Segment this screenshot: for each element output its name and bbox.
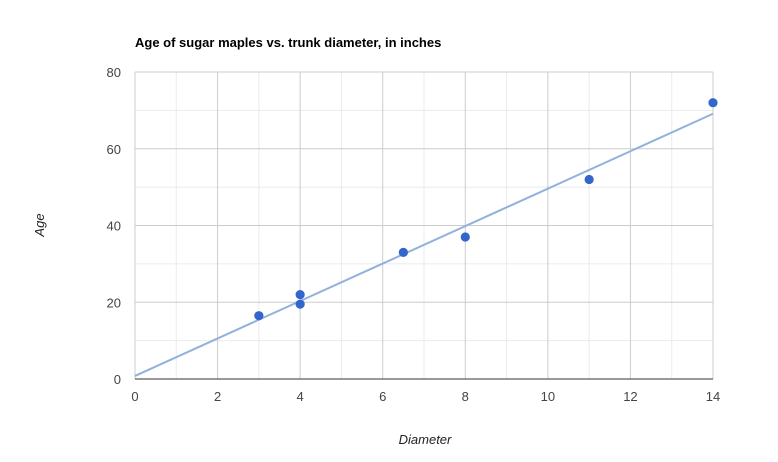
x-tick-label: 10 <box>541 389 555 404</box>
data-point <box>584 174 594 185</box>
y-tick-label: 80 <box>107 65 121 80</box>
data-point <box>295 289 305 300</box>
y-tick-label: 0 <box>114 372 121 387</box>
x-tick-label: 2 <box>214 389 221 404</box>
x-tick-label: 6 <box>379 389 386 404</box>
data-points <box>254 98 718 321</box>
x-tick-label: 14 <box>706 389 720 404</box>
y-tick-label: 40 <box>107 219 121 234</box>
x-tick-label: 8 <box>462 389 469 404</box>
data-point <box>460 232 470 242</box>
x-tick-label: 0 <box>131 389 138 404</box>
data-point <box>708 98 718 108</box>
data-point <box>398 247 408 257</box>
y-axis-label: Age <box>32 213 47 237</box>
gridlines <box>134 71 714 380</box>
trendline-group <box>134 112 714 377</box>
trendline <box>134 112 714 377</box>
x-axis-ticks: 0 2 4 6 8 10 12 14 <box>131 389 720 404</box>
data-point <box>295 299 305 309</box>
y-axis-ticks: 0 20 40 60 80 <box>107 65 121 387</box>
y-tick-label: 20 <box>107 295 121 310</box>
x-tick-label: 4 <box>297 389 304 404</box>
x-axis-label: Diameter <box>399 432 452 447</box>
data-point <box>254 311 264 321</box>
y-tick-label: 60 <box>107 142 121 157</box>
chart-title: Age of sugar maples vs. trunk diameter, … <box>135 35 441 50</box>
x-tick-label: 12 <box>623 389 637 404</box>
